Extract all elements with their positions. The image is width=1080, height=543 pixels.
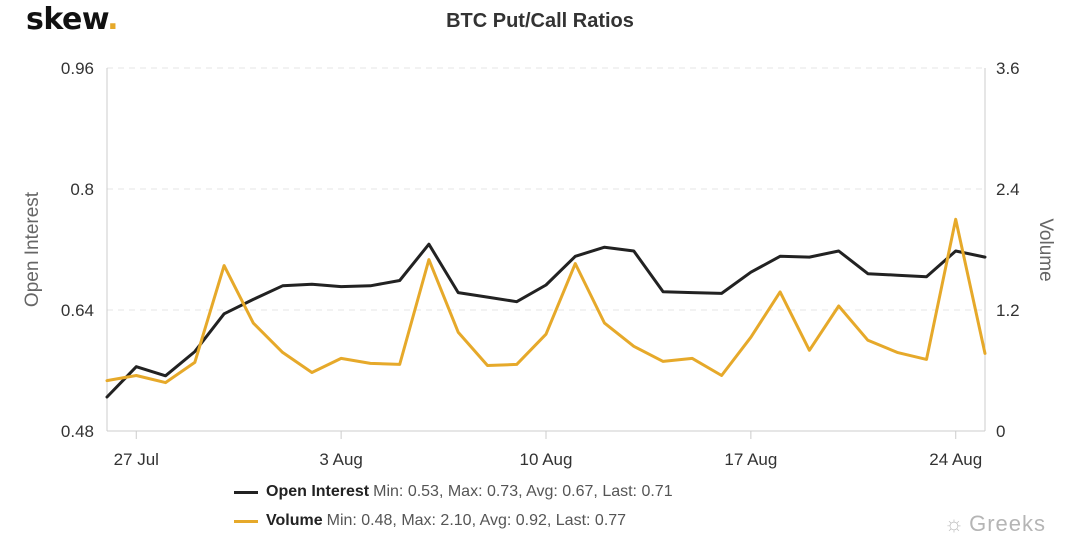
y-right-tick-label: 1.2 <box>996 301 1020 320</box>
y-left-tick-label: 0.8 <box>70 180 94 199</box>
y-right-tick-label: 0 <box>996 422 1005 441</box>
series-line-open-interest <box>105 242 987 399</box>
series-line-volume <box>105 217 987 385</box>
y-left-tick-label: 0.64 <box>61 301 94 320</box>
x-tick-label: 17 Aug <box>724 450 777 469</box>
watermark-text: Greeks <box>969 511 1046 536</box>
watermark: ☼ Greeks <box>944 511 1046 537</box>
x-tick-label: 27 Jul <box>114 450 159 469</box>
legend-item-open-interest[interactable]: Open Interest Min: 0.53, Max: 0.73, Avg:… <box>234 480 673 504</box>
legend-swatch-volume <box>234 519 258 523</box>
legend-label-open-interest: Open Interest <box>266 483 370 500</box>
series-lines <box>105 217 987 399</box>
y-left-tick-label: 0.48 <box>61 422 94 441</box>
x-tick-label: 3 Aug <box>319 450 363 469</box>
chart-title: BTC Put/Call Ratios <box>446 10 634 32</box>
legend-label-volume: Volume <box>266 512 323 529</box>
skew-logo: skew. <box>26 2 119 37</box>
y-right-axis-title: Volume <box>1035 218 1056 281</box>
legend-stats-volume: Min: 0.48, Max: 2.10, Avg: 0.92, Last: 0… <box>326 512 627 529</box>
legend-item-volume[interactable]: Volume Min: 0.48, Max: 2.10, Avg: 0.92, … <box>234 509 626 533</box>
axes: 0.48 0.64 0.8 0.96 0 1.2 2.4 3.6 27 Jul 3 Aug 10 A… <box>22 59 1056 469</box>
gridlines <box>107 67 985 311</box>
y-left-tick-label: 0.96 <box>61 59 94 78</box>
y-right-tick-label: 2.4 <box>996 180 1020 199</box>
y-right-tick-label: 3.6 <box>996 59 1020 78</box>
legend-swatch-open-interest <box>234 490 258 494</box>
wechat-icon: ☼ <box>943 511 966 536</box>
x-tick-label: 24 Aug <box>929 450 982 469</box>
x-tick-label: 10 Aug <box>520 450 573 469</box>
legend-stats-open-interest: Min: 0.53, Max: 0.73, Avg: 0.67, Last: 0… <box>373 483 673 500</box>
y-left-axis-title: Open Interest <box>22 191 43 307</box>
